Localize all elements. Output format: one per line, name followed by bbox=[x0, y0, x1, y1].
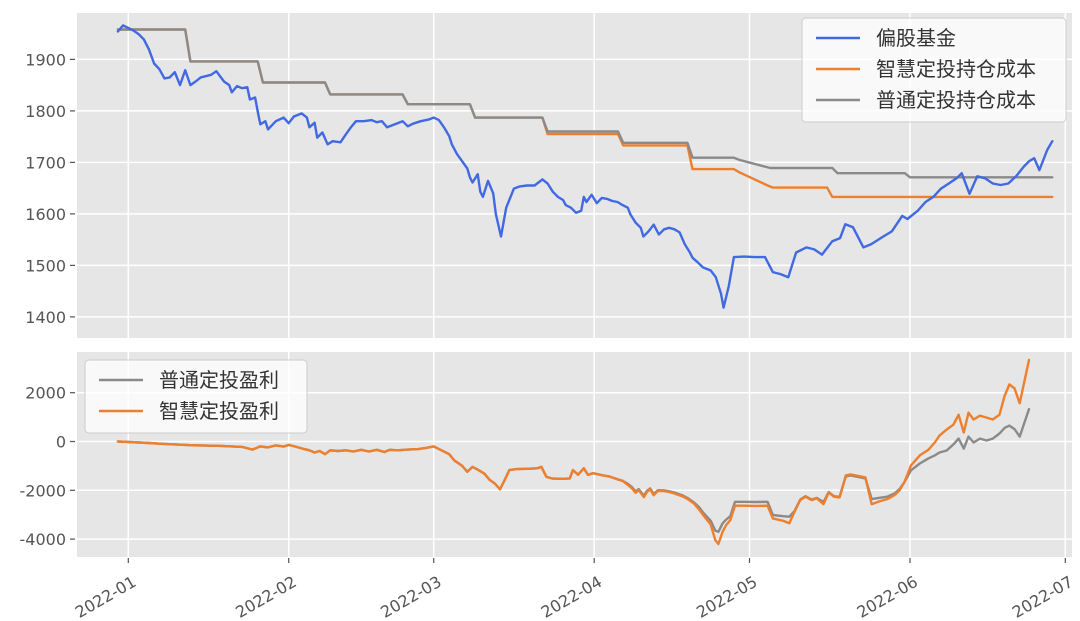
y-tick-label: 1500 bbox=[25, 256, 66, 275]
legend-label-fund-line: 偏股基金 bbox=[876, 26, 956, 50]
y-tick-label: 2000 bbox=[25, 384, 66, 403]
plain-cost-line bbox=[116, 28, 1054, 179]
x-tick-label: 2022-05 bbox=[693, 572, 760, 621]
y-tick-label: -2000 bbox=[20, 481, 67, 500]
legend-label-plain-cost-line: 普通定投持仓成本 bbox=[876, 88, 1036, 112]
legend-label-smart-cost-line: 智慧定投持仓成本 bbox=[876, 57, 1036, 81]
y-tick-label: 1900 bbox=[25, 50, 66, 69]
x-tick-label: 2022-07 bbox=[1009, 572, 1076, 621]
y-tick-label: 1800 bbox=[25, 102, 66, 121]
y-tick-label: -4000 bbox=[20, 530, 67, 549]
x-tick-label: 2022-06 bbox=[854, 572, 921, 621]
smart-profit-line bbox=[116, 358, 1031, 546]
x-tick-label: 2022-01 bbox=[72, 572, 139, 621]
x-tick-label: 2022-03 bbox=[377, 572, 444, 621]
legend-label-smart-profit-line: 智慧定投盈利 bbox=[159, 399, 279, 423]
x-tick-label: 2022-02 bbox=[232, 572, 299, 621]
legend-box bbox=[801, 17, 1067, 123]
y-tick-label: 1600 bbox=[25, 205, 66, 224]
legend-label-plain-profit-line: 普通定投盈利 bbox=[159, 368, 279, 392]
legend-box bbox=[84, 359, 308, 434]
fund-line bbox=[116, 24, 1054, 309]
x-tick-label: 2022-04 bbox=[538, 572, 605, 621]
y-tick-label: 1700 bbox=[25, 153, 66, 172]
y-tick-label: 1400 bbox=[25, 308, 66, 327]
y-tick-label: 0 bbox=[56, 433, 66, 452]
